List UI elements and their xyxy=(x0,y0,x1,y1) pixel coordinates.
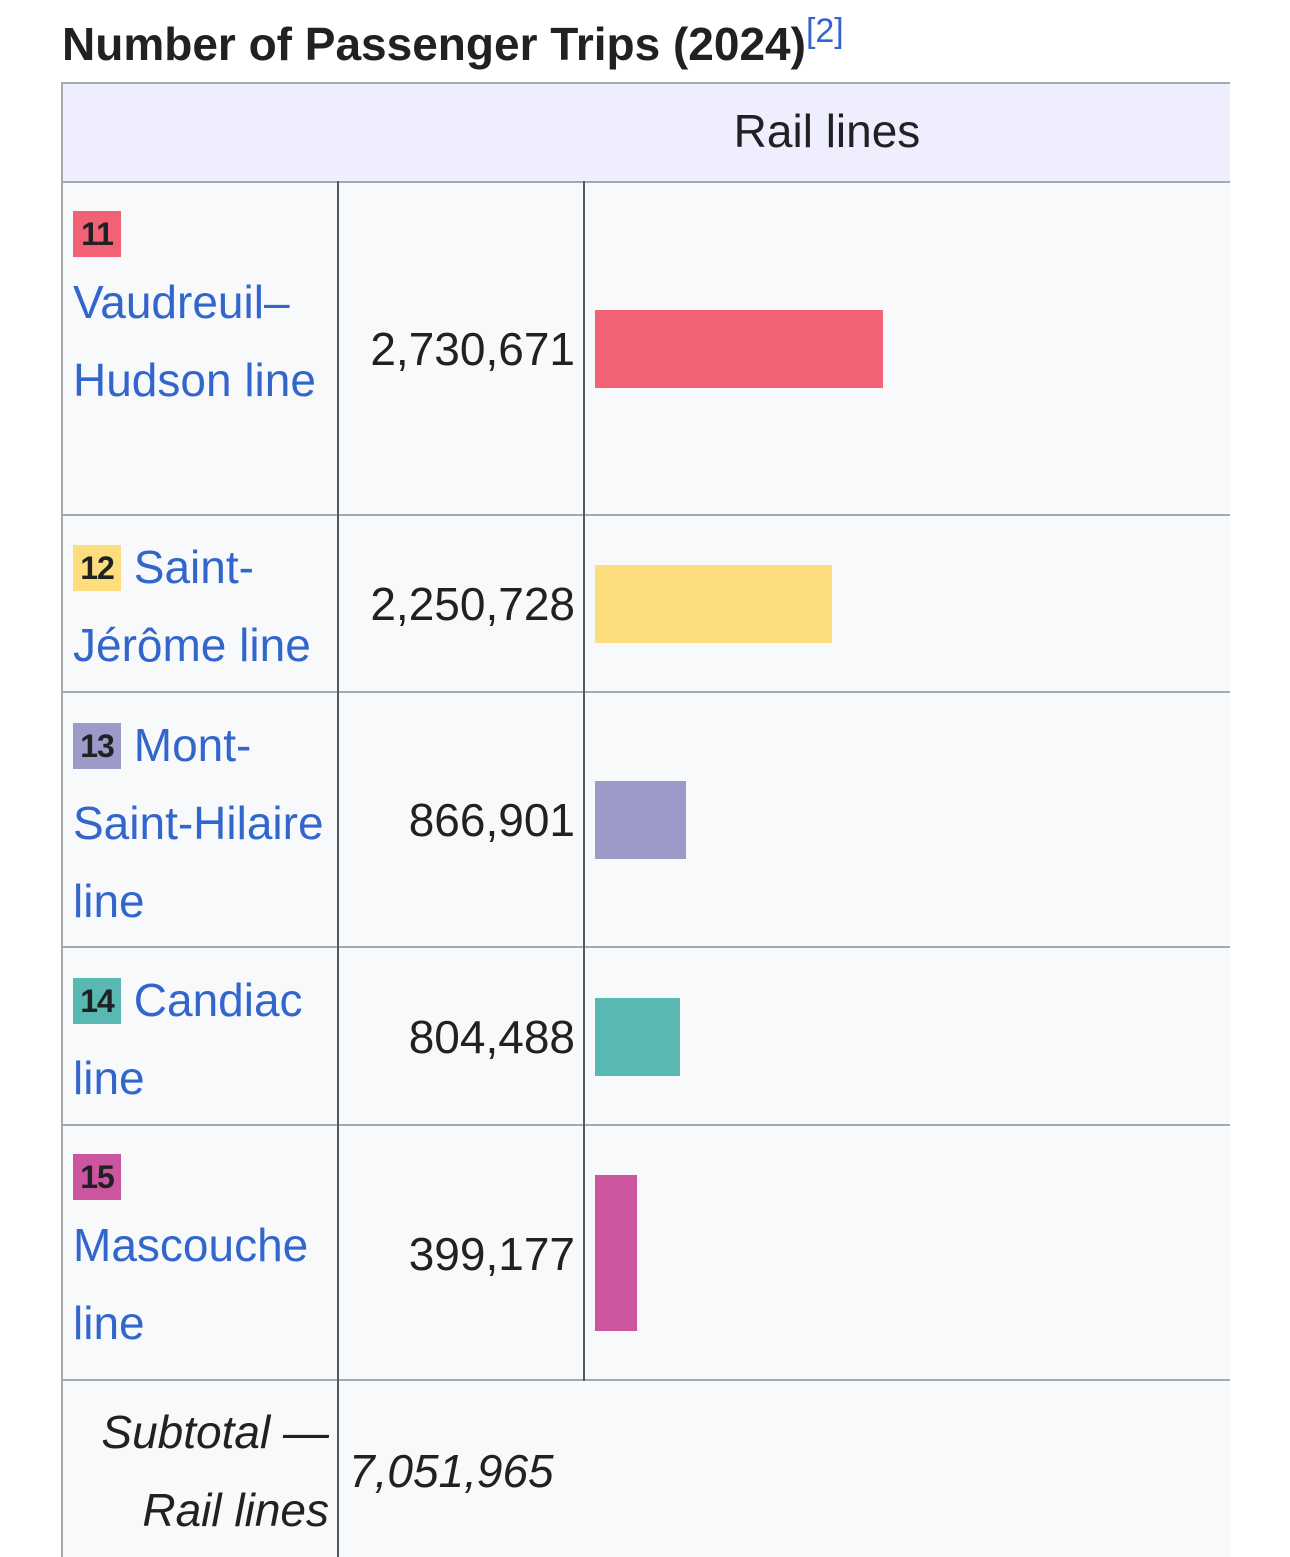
reference-link[interactable]: [2] xyxy=(805,12,844,50)
link-mont-saint-hilaire-line[interactable]: Mont-Saint-Hilaire line xyxy=(73,719,324,927)
grid-line xyxy=(63,1379,1230,1381)
grid-line xyxy=(63,514,1230,516)
subtotal-value: 7,051,965 xyxy=(349,1445,554,1497)
bar-saint-jerome xyxy=(595,565,832,643)
value-saint-jerome: 2,250,728 xyxy=(370,578,575,630)
link-mascouche-line[interactable]: Mascouche line xyxy=(73,1219,309,1349)
grid-line xyxy=(63,1124,1230,1126)
bar-mont-saint-hilaire xyxy=(595,781,686,859)
row-label-vaudreuil-hudson: 11 Vaudreuil–Hudson line xyxy=(73,181,339,419)
line-11-badge: 11 xyxy=(73,211,121,257)
column-divider xyxy=(583,181,585,1381)
bar-vaudreuil-hudson xyxy=(595,310,883,388)
grid-line xyxy=(63,946,1230,948)
value-mascouche: 399,177 xyxy=(408,1228,575,1280)
chart-title: Number of Passenger Trips (2024)[2] xyxy=(62,12,844,81)
line-13-badge: 13 xyxy=(73,723,121,769)
grid-line xyxy=(63,82,1230,84)
chart-title-text: Number of Passenger Trips (2024) xyxy=(62,18,806,70)
grid-line xyxy=(63,181,1230,183)
link-vaudreuil-hudson-line[interactable]: Vaudreuil–Hudson line xyxy=(73,276,316,406)
passenger-trips-table: Rail lines 11 Vaudreuil–Hudson line 2,73… xyxy=(61,82,1230,1557)
value-vaudreuil-hudson: 2,730,671 xyxy=(370,323,575,375)
row-label-mont-saint-hilaire: 13 Mont-Saint-Hilaire line xyxy=(73,706,339,940)
line-15-badge: 15 xyxy=(73,1154,121,1200)
row-label-candiac: 14 Candiac line xyxy=(73,961,339,1117)
value-mont-saint-hilaire: 866,901 xyxy=(408,794,575,846)
bar-candiac xyxy=(595,998,680,1076)
table-header xyxy=(63,82,1230,181)
line-12-badge: 12 xyxy=(73,545,121,591)
bar-mascouche xyxy=(595,1175,637,1331)
header-rail-lines: Rail lines xyxy=(733,105,921,157)
line-14-badge: 14 xyxy=(73,978,121,1024)
row-label-saint-jerome: 12 Saint-Jérôme line xyxy=(73,528,339,684)
link-saint-jerome-line[interactable]: Saint-Jérôme line xyxy=(73,541,311,671)
row-label-mascouche: 15 Mascouche line xyxy=(73,1124,339,1362)
link-candiac-line[interactable]: Candiac line xyxy=(73,974,303,1104)
subtotal-label: Subtotal — Rail lines xyxy=(101,1406,329,1536)
column-divider xyxy=(337,181,339,1557)
value-candiac: 804,488 xyxy=(408,1011,575,1063)
grid-line xyxy=(63,691,1230,693)
